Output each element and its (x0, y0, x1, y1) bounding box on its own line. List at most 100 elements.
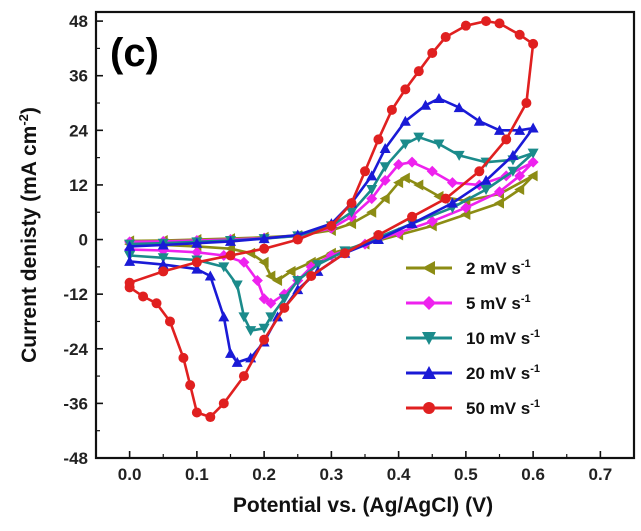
data-point (474, 166, 485, 177)
data-point (231, 280, 243, 291)
y-axis-title-close: ) (18, 107, 41, 114)
data-point (494, 186, 505, 198)
y-tick-label: -36 (63, 394, 88, 413)
data-point (151, 298, 162, 309)
data-point (514, 29, 525, 40)
data-point (259, 334, 270, 345)
legend-label-text: 20 mV s (466, 364, 530, 383)
data-point (185, 380, 196, 391)
legend-marker (422, 366, 436, 379)
data-point (278, 294, 290, 305)
legend-marker (422, 332, 436, 345)
legend-label: 10 mV s-1 (466, 328, 540, 348)
data-point (446, 177, 458, 189)
data-point (399, 172, 410, 184)
data-point (245, 326, 257, 337)
data-point (480, 174, 492, 185)
data-point (527, 170, 538, 182)
data-point (251, 275, 263, 287)
data-point (426, 215, 438, 227)
data-point (514, 183, 525, 195)
data-point (413, 66, 424, 77)
legend-marker (422, 296, 436, 310)
legend-label: 20 mV s-1 (466, 363, 540, 383)
legend-label-sup: -1 (530, 328, 540, 340)
x-tick-labels: 0.0 0.1 0.2 0.3 0.4 0.5 0.6 0.7 (118, 465, 612, 484)
data-point (433, 139, 445, 150)
data-point (225, 250, 236, 261)
data-point (225, 235, 236, 246)
data-point (292, 276, 304, 287)
data-point (265, 312, 277, 323)
data-point (426, 165, 438, 177)
data-point (366, 170, 378, 181)
data-point (507, 149, 519, 160)
data-point (521, 98, 532, 109)
y-axis-title-main: Current denisty (mA cm (18, 126, 41, 363)
data-point (218, 398, 229, 409)
data-point (427, 47, 438, 58)
data-point (191, 237, 203, 248)
data-point (399, 115, 411, 126)
data-point (494, 18, 505, 29)
data-point (164, 316, 175, 327)
legend-label-sup: -1 (530, 363, 540, 375)
y-tick-label: 0 (79, 231, 88, 250)
data-point (124, 255, 136, 266)
data-point (460, 202, 472, 214)
data-point (501, 134, 512, 145)
data-point (346, 198, 357, 209)
data-point (373, 230, 384, 240)
data-point (406, 218, 418, 229)
data-point (413, 132, 425, 143)
data-point (124, 240, 136, 251)
data-point (481, 16, 492, 27)
data-point (259, 243, 270, 254)
data-point (406, 156, 418, 168)
data-point (433, 92, 445, 103)
y-axis-title: Current denisty (mA cm-2) (16, 107, 41, 363)
data-point (453, 150, 465, 161)
data-point (326, 220, 337, 231)
data-point (158, 266, 169, 277)
data-point (238, 371, 249, 382)
y-tick-label: -24 (63, 340, 88, 359)
data-point (124, 282, 135, 293)
legend-label-sup: -1 (521, 258, 531, 270)
data-point (473, 115, 485, 126)
y-tick-labels: -48 -36 -24 -12 0 12 24 36 48 (63, 12, 88, 468)
legend-label-text: 2 mV s (466, 259, 521, 278)
data-point (191, 246, 203, 258)
y-tick-label: -48 (63, 449, 88, 468)
series-5 (124, 16, 539, 423)
data-point (218, 311, 230, 322)
data-point (440, 32, 451, 43)
x-tick-label: 0.7 (589, 465, 613, 484)
data-point (157, 239, 169, 250)
x-tick-label: 0.3 (320, 465, 344, 484)
data-point (379, 193, 390, 205)
data-point (258, 256, 269, 268)
data-point (440, 193, 451, 204)
legend-label-text: 50 mV s (466, 399, 530, 418)
data-point (279, 302, 290, 313)
x-tick-label: 0.2 (252, 465, 276, 484)
data-point (339, 248, 350, 259)
data-point (366, 193, 378, 205)
y-tick-label: 24 (69, 121, 88, 140)
data-point (507, 166, 519, 177)
data-point (494, 124, 505, 135)
data-point (305, 261, 317, 273)
data-point (373, 134, 384, 145)
legend-label: 5 mV s-1 (466, 293, 531, 313)
data-point (238, 312, 250, 323)
data-point (191, 407, 202, 418)
data-point (528, 38, 539, 49)
data-point (157, 259, 169, 270)
data-point (292, 284, 304, 295)
y-tick-label: 12 (69, 176, 88, 195)
data-point (138, 291, 149, 302)
data-point (527, 148, 539, 159)
data-point (265, 297, 277, 309)
